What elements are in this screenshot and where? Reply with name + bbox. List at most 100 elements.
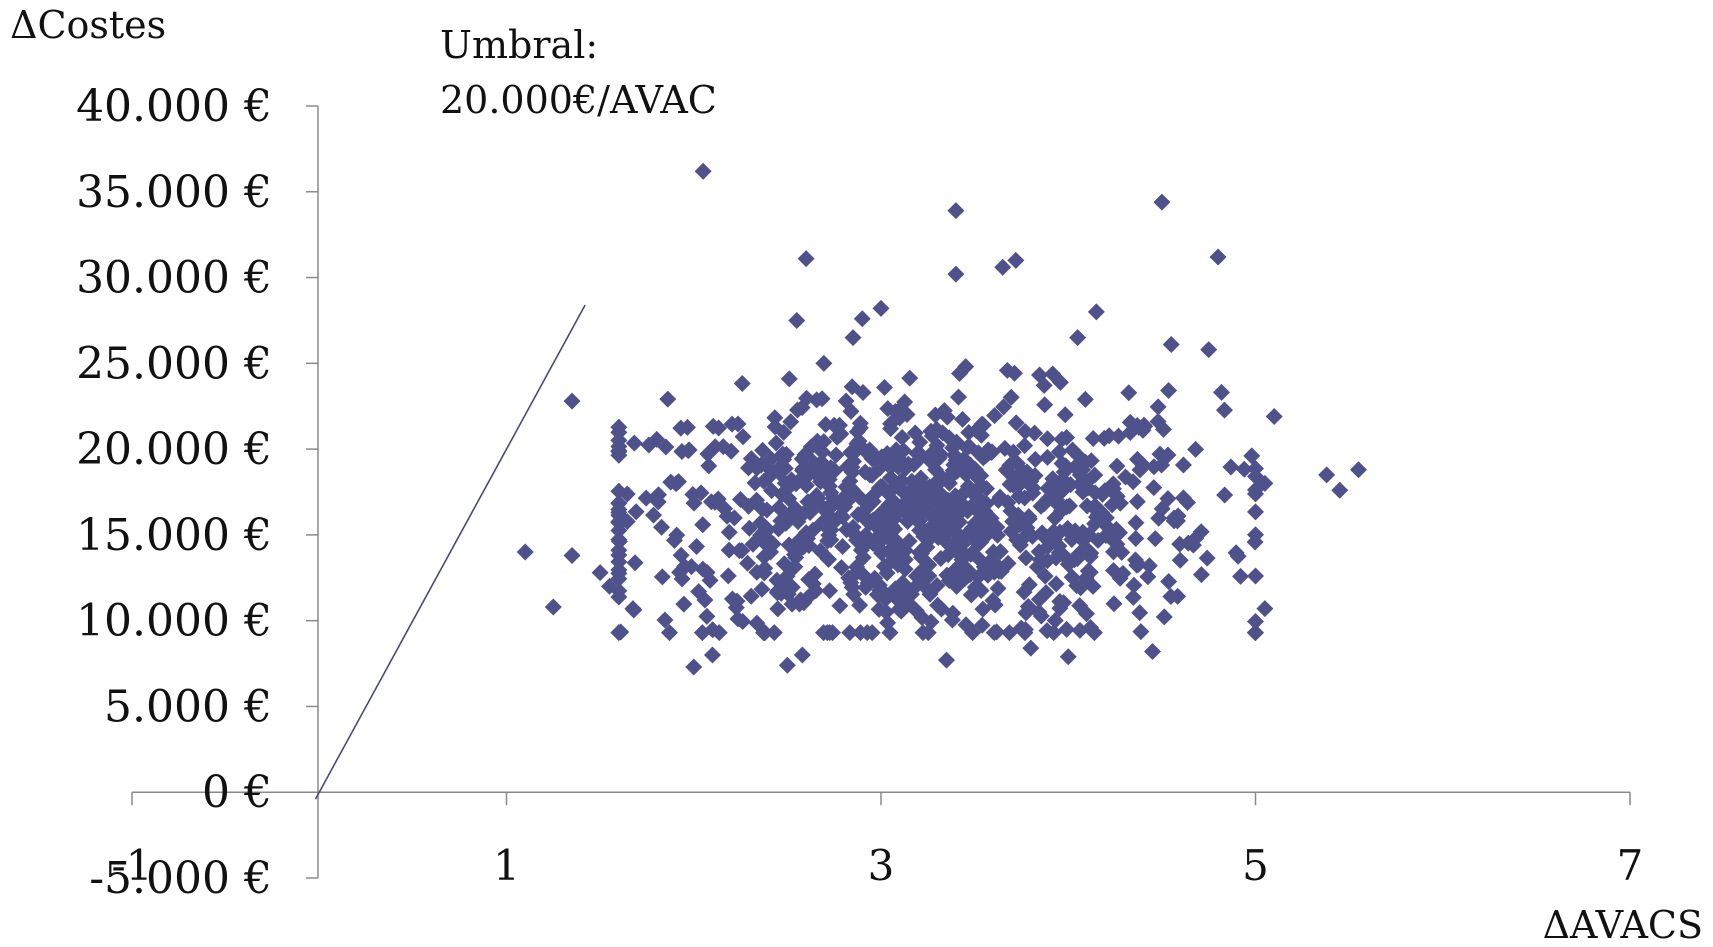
data-point (660, 624, 678, 642)
y-tick-label: 20.000 € (76, 424, 272, 475)
x-tick-label: 7 (1617, 841, 1644, 890)
data-point (837, 392, 855, 410)
data-point (832, 559, 850, 577)
data-point (744, 535, 762, 553)
data-point (1007, 251, 1025, 269)
data-point (763, 482, 781, 500)
data-point (563, 546, 581, 564)
data-point (834, 537, 852, 555)
data-point (788, 401, 806, 419)
data-point (1160, 573, 1178, 591)
data-point (989, 579, 1007, 597)
data-point (954, 410, 972, 428)
data-point (1046, 611, 1064, 629)
data-point (758, 501, 776, 519)
data-point (626, 554, 644, 572)
data-point (831, 597, 849, 615)
data-point (875, 379, 893, 397)
data-point (610, 500, 628, 518)
data-point (668, 526, 686, 544)
data-point (1046, 509, 1064, 527)
data-point (881, 624, 899, 642)
data-point (734, 428, 752, 446)
data-point (765, 624, 783, 642)
data-point (950, 388, 968, 406)
data-point (807, 582, 825, 600)
threshold-line-group (314, 304, 586, 800)
x-axis-title: ΔAVACS (1543, 903, 1703, 947)
data-point (918, 580, 936, 598)
data-point (1256, 600, 1274, 618)
data-point (793, 646, 811, 664)
data-point (1247, 613, 1264, 631)
data-point (1047, 575, 1065, 593)
data-point (1131, 604, 1149, 622)
data-point (1222, 458, 1240, 476)
data-point (1246, 624, 1264, 642)
data-point (740, 497, 758, 515)
data-point (694, 560, 712, 578)
data-point (1121, 413, 1139, 431)
data-point (701, 571, 719, 589)
axes: 40.000 €35.000 €30.000 €25.000 €20.000 €… (76, 81, 1643, 904)
data-point (755, 564, 773, 582)
data-point (1247, 567, 1264, 585)
data-point (694, 162, 712, 180)
data-point (995, 398, 1013, 416)
data-point (1038, 622, 1056, 640)
data-point (844, 329, 862, 347)
data-point (843, 378, 861, 396)
data-point (1153, 456, 1171, 474)
data-point (624, 600, 642, 618)
data-point (719, 567, 737, 585)
data-point (1127, 530, 1145, 548)
data-point (891, 542, 909, 560)
data-point (769, 582, 787, 600)
data-point (618, 512, 636, 530)
data-point (910, 512, 928, 530)
data-point (798, 467, 816, 485)
data-point (1124, 588, 1142, 606)
data-point (1018, 519, 1036, 537)
data-point (1053, 430, 1071, 448)
threshold-label-line1: Umbral: (440, 23, 598, 67)
data-point (1247, 526, 1264, 544)
data-point (815, 354, 833, 372)
data-point (783, 578, 801, 596)
data-point (1084, 577, 1102, 595)
data-point (692, 484, 710, 502)
data-point (1036, 396, 1054, 414)
data-point (1132, 623, 1150, 641)
threshold-line (314, 304, 586, 800)
data-point (939, 546, 957, 564)
threshold-label-line2: 20.000€/AVAC (440, 78, 717, 122)
data-point (1131, 461, 1149, 479)
data-point (944, 604, 962, 622)
data-point (1005, 364, 1023, 382)
data-point (1001, 456, 1019, 474)
data-point (939, 535, 957, 553)
data-point (828, 428, 846, 446)
data-point (848, 558, 866, 576)
data-point (1160, 381, 1178, 399)
data-point (610, 442, 628, 460)
data-point (903, 481, 921, 499)
data-point (1144, 643, 1162, 661)
data-point (950, 526, 968, 544)
data-point (769, 600, 787, 618)
data-point (1020, 576, 1038, 594)
data-point (1004, 443, 1022, 461)
data-point (1235, 460, 1253, 478)
data-point (1215, 401, 1233, 419)
data-point (792, 591, 810, 609)
data-point (1212, 383, 1230, 401)
data-point (1117, 468, 1135, 486)
data-point (821, 459, 839, 477)
data-point (1001, 476, 1019, 494)
data-point (896, 560, 914, 578)
data-point (879, 400, 897, 418)
data-point (919, 624, 937, 642)
data-point (637, 489, 655, 507)
data-point (964, 485, 982, 503)
